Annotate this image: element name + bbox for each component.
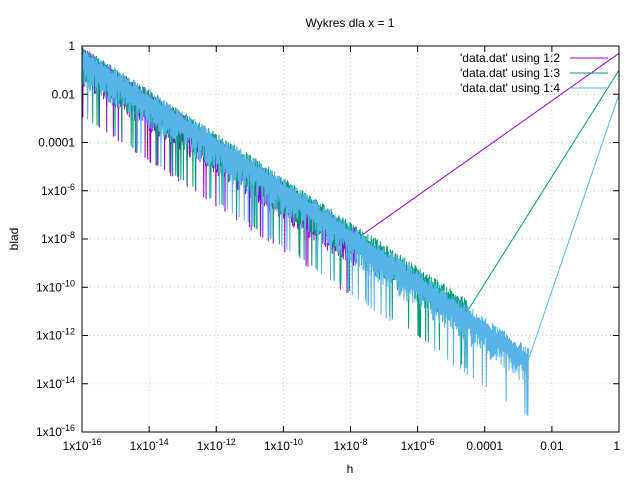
x-axis-label: h — [347, 462, 354, 476]
ticks — [81, 45, 620, 433]
chart-title: Wykres dla x = 1 — [306, 16, 395, 30]
y-tick-label: 1 — [68, 39, 75, 53]
y-tick-label: 1x10-12 — [36, 327, 75, 343]
x-tick-label: 1x10-16 — [62, 437, 101, 453]
series-3-trend — [527, 94, 620, 360]
y-tick-label: 1x10-16 — [36, 423, 75, 439]
x-tick-label: 1 — [613, 439, 620, 453]
series-3-noise — [81, 47, 529, 416]
y-tick-label: 1x10-8 — [41, 230, 75, 246]
y-axis-label: blad — [7, 228, 21, 251]
y-tick-label: 1x10-14 — [36, 375, 75, 391]
x-tick-label: 0.0001 — [466, 439, 503, 453]
series-1-trend — [356, 52, 620, 240]
y-tick-label: 0.0001 — [38, 136, 75, 150]
y-tick-labels: 1x10-16 1x10-14 1x10-12 1x10-10 1x10-8 1x10-6… — [36, 39, 75, 439]
series-group — [81, 46, 620, 416]
x-tick-label: 1x10-14 — [130, 437, 169, 453]
legend-label: 'data.dat' using 1:4 — [460, 81, 560, 95]
legend: 'data.dat' using 1:2'data.dat' using 1:3… — [460, 51, 608, 95]
y-tick-label: 1x10-10 — [36, 278, 75, 294]
y-tick-label: 1x10-6 — [41, 182, 75, 198]
x-tick-label: 0.01 — [540, 439, 564, 453]
x-tick-label: 1x10-6 — [401, 437, 435, 453]
x-tick-label: 1x10-12 — [197, 437, 236, 453]
y-tick-label: 0.01 — [52, 87, 76, 101]
x-tick-label: 1x10-10 — [264, 437, 303, 453]
x-tick-label: 1x10-8 — [333, 437, 367, 453]
x-tick-labels: 1x10-16 1x10-14 1x10-12 1x10-10 1x10-8 1x10-6… — [62, 437, 620, 453]
legend-label: 'data.dat' using 1:2 — [460, 51, 560, 65]
series-2-trend — [466, 69, 620, 312]
legend-label: 'data.dat' using 1:3 — [460, 66, 560, 80]
